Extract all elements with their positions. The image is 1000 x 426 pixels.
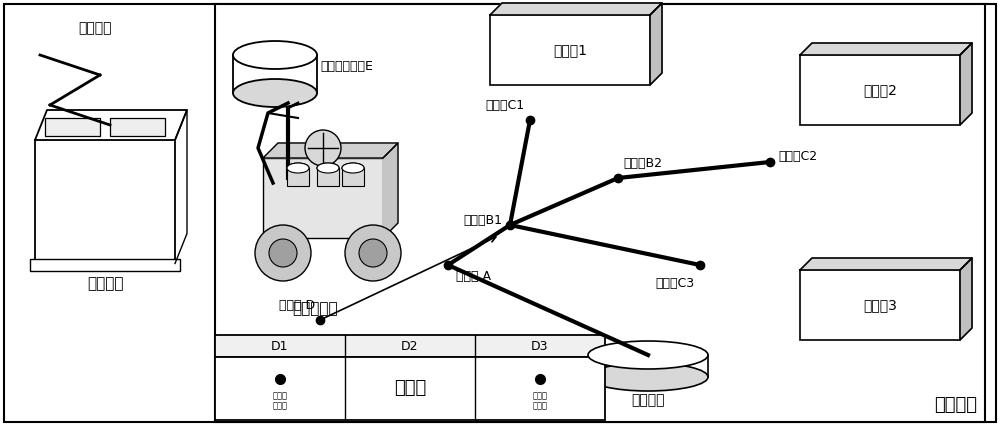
Polygon shape xyxy=(490,3,662,15)
Ellipse shape xyxy=(317,163,339,173)
Ellipse shape xyxy=(342,163,364,173)
Ellipse shape xyxy=(588,363,708,391)
Circle shape xyxy=(345,225,401,281)
Text: 溶液点C3: 溶液点C3 xyxy=(656,277,695,290)
FancyBboxPatch shape xyxy=(215,357,605,420)
Text: D3: D3 xyxy=(531,340,549,352)
FancyBboxPatch shape xyxy=(233,55,317,93)
Polygon shape xyxy=(650,3,662,85)
Polygon shape xyxy=(35,110,187,140)
Text: 起始点 A: 起始点 A xyxy=(456,270,491,283)
Text: 检测点 D: 检测点 D xyxy=(279,299,315,312)
Text: 溶液点C1: 溶液点C1 xyxy=(486,99,525,112)
FancyBboxPatch shape xyxy=(263,158,383,238)
Text: 检测台: 检测台 xyxy=(394,380,426,397)
Text: 溶液处理槽点E: 溶液处理槽点E xyxy=(320,60,373,73)
Circle shape xyxy=(255,225,311,281)
Polygon shape xyxy=(960,43,972,125)
FancyBboxPatch shape xyxy=(215,335,605,357)
Text: 检测完
成按鈕: 检测完 成按鈕 xyxy=(272,391,288,410)
Text: 中间点B1: 中间点B1 xyxy=(463,213,502,227)
Text: 中间点B2: 中间点B2 xyxy=(623,157,662,170)
FancyBboxPatch shape xyxy=(800,270,960,340)
Ellipse shape xyxy=(233,41,317,69)
Ellipse shape xyxy=(317,163,339,173)
Ellipse shape xyxy=(233,79,317,107)
FancyBboxPatch shape xyxy=(30,259,180,271)
Text: 溶液点C2: 溶液点C2 xyxy=(778,150,817,164)
Text: 充电装置: 充电装置 xyxy=(631,393,665,407)
Text: 检测完
成按鈕: 检测完 成按鈕 xyxy=(532,391,548,410)
Text: 总控制台: 总控制台 xyxy=(87,276,123,291)
FancyBboxPatch shape xyxy=(588,355,708,377)
Text: D1: D1 xyxy=(271,340,289,352)
Text: D2: D2 xyxy=(401,340,419,352)
FancyBboxPatch shape xyxy=(110,118,165,136)
Text: 高危环境: 高危环境 xyxy=(934,396,977,414)
Circle shape xyxy=(305,130,341,166)
FancyBboxPatch shape xyxy=(490,15,650,85)
Polygon shape xyxy=(800,258,972,270)
Text: 无线网络: 无线网络 xyxy=(78,21,112,35)
Text: 溶液池3: 溶液池3 xyxy=(863,298,897,312)
FancyBboxPatch shape xyxy=(35,140,175,264)
Ellipse shape xyxy=(588,341,708,369)
FancyBboxPatch shape xyxy=(800,55,960,125)
FancyBboxPatch shape xyxy=(342,168,364,186)
Ellipse shape xyxy=(342,163,364,173)
Text: 溶液池1: 溶液池1 xyxy=(553,43,587,57)
Text: 移动机器人: 移动机器人 xyxy=(292,301,338,316)
FancyBboxPatch shape xyxy=(45,118,100,136)
FancyBboxPatch shape xyxy=(317,168,339,186)
Circle shape xyxy=(359,239,387,267)
Text: 溶液池2: 溶液池2 xyxy=(863,83,897,97)
FancyBboxPatch shape xyxy=(215,4,985,422)
FancyBboxPatch shape xyxy=(287,168,309,186)
Polygon shape xyxy=(960,258,972,340)
Ellipse shape xyxy=(287,163,309,173)
Ellipse shape xyxy=(287,163,309,173)
Polygon shape xyxy=(383,143,398,238)
Polygon shape xyxy=(263,143,398,158)
Circle shape xyxy=(269,239,297,267)
FancyBboxPatch shape xyxy=(4,4,996,422)
Polygon shape xyxy=(800,43,972,55)
